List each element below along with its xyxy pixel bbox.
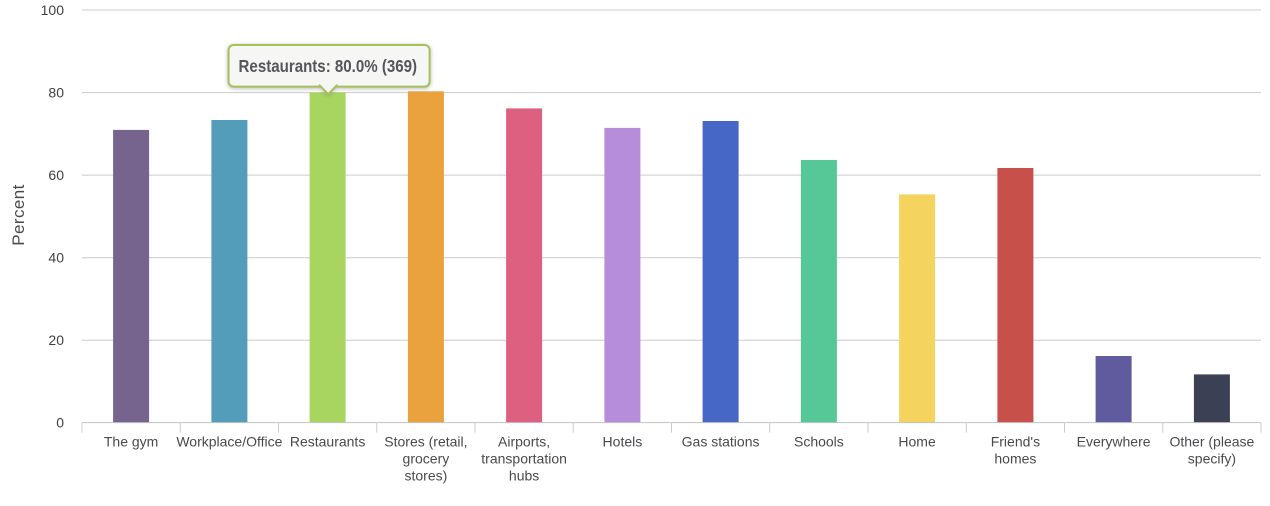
- svg-text:Home: Home: [898, 434, 936, 450]
- svg-text:grocery: grocery: [403, 451, 450, 467]
- svg-text:40: 40: [48, 250, 64, 266]
- svg-text:100: 100: [41, 2, 65, 18]
- svg-text:Airports,: Airports,: [498, 434, 550, 450]
- svg-text:Workplace/Office: Workplace/Office: [176, 434, 282, 450]
- svg-text:Everywhere: Everywhere: [1077, 434, 1151, 450]
- svg-text:The gym: The gym: [104, 434, 158, 450]
- svg-text:Percent: Percent: [9, 184, 28, 245]
- svg-text:Other (please: Other (please: [1169, 434, 1254, 450]
- svg-text:80: 80: [48, 85, 64, 101]
- svg-text:Restaurants: Restaurants: [290, 434, 365, 450]
- svg-text:Hotels: Hotels: [603, 434, 643, 450]
- svg-text:hubs: hubs: [509, 468, 539, 484]
- svg-text:Friend's: Friend's: [991, 434, 1040, 450]
- svg-text:transportation: transportation: [481, 451, 567, 467]
- svg-text:0: 0: [56, 415, 64, 431]
- svg-text:homes: homes: [994, 451, 1036, 467]
- svg-text:specify): specify): [1188, 451, 1236, 467]
- svg-text:Restaurants: 80.0% (369): Restaurants: 80.0% (369): [239, 56, 418, 76]
- svg-text:60: 60: [48, 167, 64, 183]
- svg-text:stores): stores): [405, 468, 448, 484]
- svg-text:Schools: Schools: [794, 434, 844, 450]
- svg-text:Gas stations: Gas stations: [682, 434, 760, 450]
- svg-text:20: 20: [48, 332, 64, 348]
- svg-text:Stores (retail,: Stores (retail,: [384, 434, 467, 450]
